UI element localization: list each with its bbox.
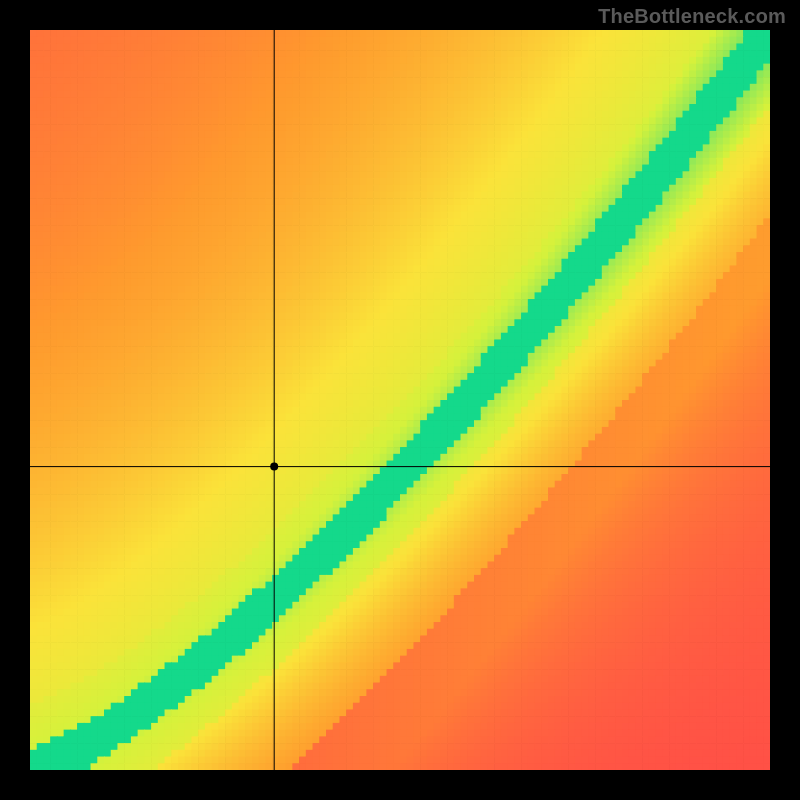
chart-container: TheBottleneck.com [0,0,800,800]
bottleneck-heatmap [30,30,770,770]
watermark-text: TheBottleneck.com [598,6,786,29]
